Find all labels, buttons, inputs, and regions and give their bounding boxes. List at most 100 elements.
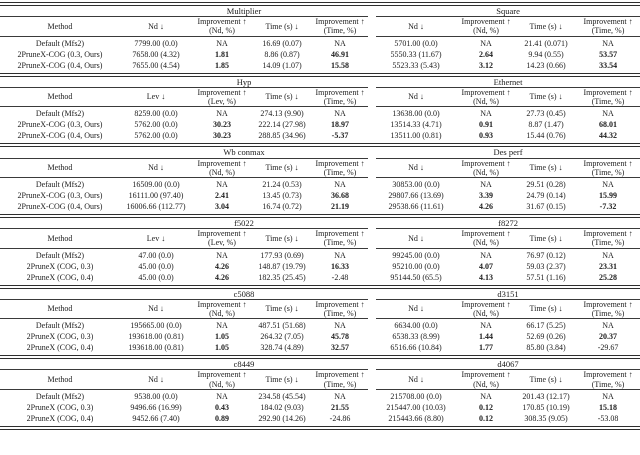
value-cell: 215708.00 (0.0) xyxy=(390,391,442,401)
column-header: Improvement ↑ (Time, %) xyxy=(312,369,369,390)
value-cell: 66.17 (5.25) xyxy=(526,321,566,331)
method-name: 2PruneX (COG, 0.4) xyxy=(26,343,94,353)
column-header: Improvement ↑ (Time, %) xyxy=(312,16,369,37)
method-name: 2PruneX-COG (0.3, Ours) xyxy=(17,190,103,200)
table-row: Default (Mfs2) 195665.00 (0.0) NA 487.51 (5… xyxy=(0,319,640,332)
value-cell: 16111.00 (97.40) xyxy=(128,190,184,200)
value-cell: 46.91 xyxy=(331,49,350,59)
title-rule-method-span xyxy=(0,217,120,230)
column-header: Nd ↓ xyxy=(120,158,192,178)
benchmark-band: f5022 f8272 Method Lev ↓ Improvement ↑ (Lev,… xyxy=(0,217,640,285)
table-row: 2PruneX (COG, 0.4) 193618.00 (0.81) 1.05 32… xyxy=(0,342,640,355)
column-header: Improvement ↑ (Nd, %) xyxy=(192,158,252,178)
column-header: Improvement ↑ (Nd, %) xyxy=(456,158,516,178)
value-cell: 4.13 xyxy=(479,272,494,282)
method-column-header: Method xyxy=(0,158,120,178)
value-cell: NA xyxy=(480,38,492,48)
value-cell: 7658.00 (4.32) xyxy=(132,49,180,59)
value-cell: 52.69 (0.26) xyxy=(526,332,566,342)
value-cell: 5550.33 (11.67) xyxy=(390,49,442,59)
table-gap xyxy=(368,87,376,106)
table-gap xyxy=(368,359,376,370)
value-cell: NA xyxy=(334,109,346,119)
column-header: Nd ↓ xyxy=(376,228,457,249)
value-cell: 6538.33 (8.99) xyxy=(392,332,440,342)
value-cell: 68.01 xyxy=(599,120,618,130)
value-cell: 95210.00 (0.0) xyxy=(392,261,440,271)
value-cell: 0.89 xyxy=(215,413,229,423)
table-gap xyxy=(368,299,376,318)
column-header: Nd ↓ xyxy=(376,299,457,320)
method-name: Default (Mfs2) xyxy=(35,38,85,48)
table-gap xyxy=(368,402,376,413)
value-cell: 5762.00 (0.0) xyxy=(134,131,178,141)
column-header: Improvement ↑ (Nd, %) xyxy=(456,16,517,37)
value-cell: NA xyxy=(216,179,228,189)
benchmark-title: c8449 xyxy=(120,359,369,371)
title-row: c8449 d4067 xyxy=(0,359,640,371)
value-cell: 8259.00 (0.0) xyxy=(134,109,178,119)
value-cell: NA xyxy=(480,109,492,119)
value-cell: 30853.00 (0.0) xyxy=(392,179,440,189)
value-cell: 57.51 (1.16) xyxy=(526,272,566,282)
column-header: Time (s) ↓ xyxy=(516,228,577,249)
column-header: Improvement ↑ (Time, %) xyxy=(576,16,640,37)
title-row: Multiplier Square xyxy=(0,6,640,18)
table-gap xyxy=(368,158,376,177)
column-header: Time (s) ↓ xyxy=(252,87,312,108)
value-cell: 7655.00 (4.54) xyxy=(132,60,180,70)
column-header: Improvement ↑ (Nd, %) xyxy=(456,87,517,108)
value-cell: 33.54 xyxy=(599,60,618,70)
benchmark-title: Des perf xyxy=(376,147,640,159)
method-name: 2PruneX (COG, 0.3) xyxy=(26,261,94,271)
value-cell: NA xyxy=(602,391,614,401)
table-gap xyxy=(368,119,376,130)
value-cell: -5.37 xyxy=(331,131,349,141)
value-cell: 1.85 xyxy=(215,60,229,70)
method-name: 2PruneX-COG (0.4, Ours) xyxy=(17,131,103,141)
column-header: Improvement ↑ (Lev, %) xyxy=(192,228,252,249)
value-cell: NA xyxy=(216,109,228,119)
value-cell: 177.93 (0.69) xyxy=(260,250,304,260)
table-gap xyxy=(368,331,376,342)
value-cell: NA xyxy=(334,179,346,189)
header-row: Method Nd ↓ Improvement ↑ (Nd, %) Time (s) … xyxy=(0,16,640,37)
table-row: 2PruneX-COG (0.3, Ours) 5762.00 (0.0) 30.2… xyxy=(0,119,640,130)
value-cell: 4.07 xyxy=(479,261,494,271)
column-header: Improvement ↑ (Time, %) xyxy=(576,228,640,249)
column-header: Improvement ↑ (Nd, %) xyxy=(456,369,517,390)
value-cell: 59.03 (2.37) xyxy=(526,261,566,271)
table-gap xyxy=(368,229,376,248)
value-cell: 27.73 (0.45) xyxy=(526,109,566,119)
table-gap xyxy=(368,272,376,285)
table-gap xyxy=(368,248,376,261)
value-cell: 1.44 xyxy=(479,332,494,342)
value-cell: 15.58 xyxy=(331,60,350,70)
method-name: 2PruneX (COG, 0.3) xyxy=(26,402,94,412)
value-cell: 53.57 xyxy=(599,49,618,59)
value-cell: 0.43 xyxy=(215,402,229,412)
column-header: Improvement ↑ (Nd, %) xyxy=(192,299,252,320)
value-cell: 1.77 xyxy=(479,343,494,353)
table-row: 2PruneX-COG (0.4, Ours) 5762.00 (0.0) 30.2… xyxy=(0,130,640,143)
value-cell: -53.08 xyxy=(597,413,619,423)
value-cell: 13514.33 (4.71) xyxy=(390,120,442,130)
method-name: 2PruneX-COG (0.3, Ours) xyxy=(17,120,103,130)
value-cell: 4.26 xyxy=(215,261,229,271)
column-header: Nd ↓ xyxy=(120,299,192,320)
benchmark-title: Ethernet xyxy=(376,76,640,88)
table-row: Default (Mfs2) 16509.00 (0.0) NA 21.24 (0.5… xyxy=(0,177,640,190)
benchmark-band: Multiplier Square Method Nd ↓ Improvement ↑ … xyxy=(0,6,640,73)
value-cell: NA xyxy=(602,321,614,331)
value-cell: 170.85 (10.19) xyxy=(522,402,570,412)
value-cell: 5523.33 (5.43) xyxy=(392,60,440,70)
value-cell: 21.41 (0.071) xyxy=(524,38,568,48)
value-cell: 13638.00 (0.0) xyxy=(392,109,440,119)
value-cell: 184.02 (9.03) xyxy=(260,402,304,412)
double-rule xyxy=(0,284,640,289)
value-cell: 16.33 xyxy=(331,261,350,271)
method-name: 2PruneX-COG (0.4, Ours) xyxy=(17,60,103,70)
value-cell: 274.13 (9.90) xyxy=(260,109,304,119)
value-cell: 215447.00 (10.03) xyxy=(386,402,446,412)
value-cell: 0.91 xyxy=(479,120,494,130)
